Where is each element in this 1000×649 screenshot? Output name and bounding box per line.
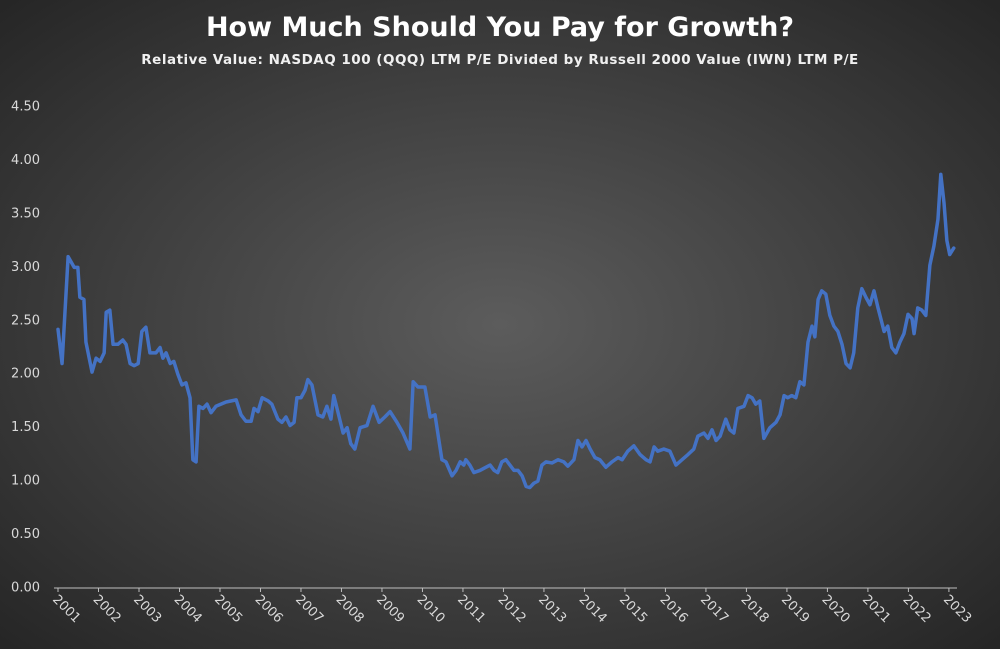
y-tick-label: 4.50	[11, 100, 40, 115]
y-tick-label: 2.00	[11, 367, 40, 382]
y-tick-label: 3.00	[11, 260, 40, 275]
chart-subtitle: Relative Value: NASDAQ 100 (QQQ) LTM P/E…	[141, 52, 858, 68]
y-tick-label: 3.50	[11, 206, 40, 221]
y-tick-label: 0.50	[11, 527, 40, 542]
y-tick-label: 2.50	[11, 313, 40, 328]
y-tick-label: 4.00	[11, 153, 40, 168]
chart-title: How Much Should You Pay for Growth?	[206, 12, 794, 43]
y-tick-label: 1.50	[11, 420, 40, 435]
y-tick-label: 1.00	[11, 474, 40, 489]
y-tick-label: 0.00	[11, 581, 40, 596]
data-line	[56, 172, 956, 490]
